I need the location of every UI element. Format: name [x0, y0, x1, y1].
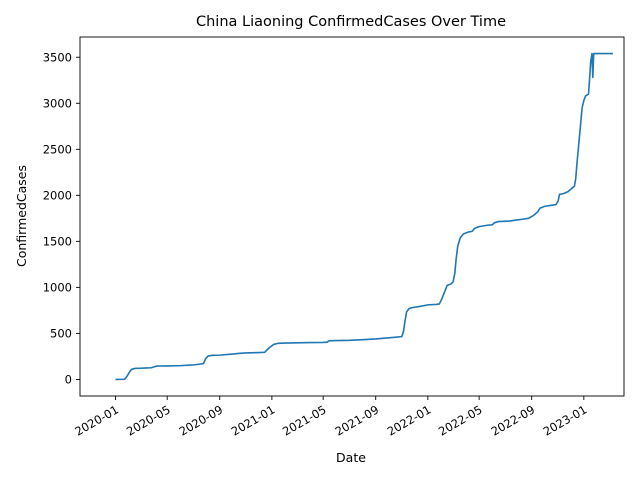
x-tick-label: 2020-09 [177, 402, 226, 438]
x-tick-label: 2020-05 [124, 402, 173, 438]
x-tick-label: 2022-09 [489, 402, 538, 438]
x-tick-label: 2021-09 [333, 402, 382, 438]
y-tick-label: 0 [65, 372, 72, 386]
axes-frame [79, 36, 625, 397]
y-tick-label: 2500 [43, 142, 72, 156]
y-axis-title: ConfirmedCases [14, 165, 29, 267]
plot-area [79, 36, 625, 397]
x-tick-label: 2022-01 [385, 402, 434, 438]
y-tick-label: 1500 [43, 234, 72, 248]
y-tick-label: 3000 [43, 96, 72, 110]
y-tick-label: 500 [50, 326, 72, 340]
x-axis: 2020-01 2020-05 2020-09 2021-01 2021-05 2021-… [72, 396, 589, 439]
y-tick-label: 2000 [43, 188, 72, 202]
y-tick-label: 3500 [43, 50, 72, 64]
y-tick-label: 1000 [43, 280, 72, 294]
x-axis-title: Date [336, 450, 366, 465]
x-tick-label: 2022-05 [436, 402, 485, 438]
chart-title: China Liaoning ConfirmedCases Over Time [196, 14, 506, 30]
x-tick-label: 2023-01 [541, 402, 590, 438]
x-tick-label: 2021-01 [229, 402, 278, 438]
x-tick-label: 2021-05 [280, 402, 329, 438]
y-axis: 0 500 1000 1500 2000 2500 3000 3500 [43, 50, 80, 386]
series-line-0 [115, 52, 613, 381]
x-tick-label: 2020-01 [72, 402, 121, 438]
